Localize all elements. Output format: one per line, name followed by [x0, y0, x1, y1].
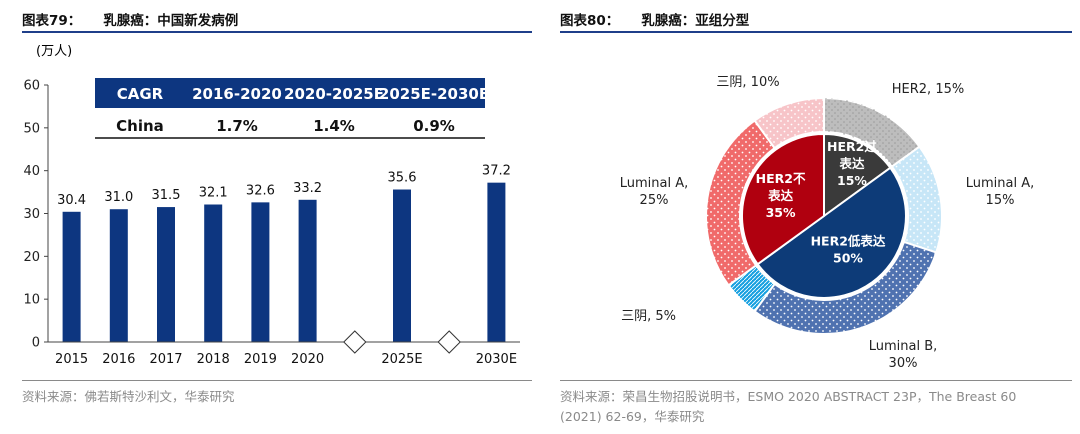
bar — [487, 182, 506, 342]
cagr-row-cell: 0.9% — [413, 117, 455, 135]
y-tick-label: 40 — [23, 164, 40, 179]
bar-value-label: 37.2 — [482, 164, 511, 179]
bar — [251, 202, 270, 342]
cagr-row-cell: China — [116, 117, 164, 135]
y-tick-label: 10 — [23, 293, 40, 308]
inner-pie-slice — [741, 132, 825, 266]
outer-segment-label: 三阴, 5% — [621, 309, 676, 324]
bar — [109, 209, 128, 342]
bar — [204, 204, 223, 342]
y-axis-unit: (万人) — [36, 44, 72, 59]
right-source-line1: 资料来源：荣昌生物招股说明书，ESMO 2020 ABSTRACT 23P，Th… — [560, 389, 1017, 404]
right-panel: 图表80： 乳腺癌：亚组分型 HER2过表达 15% HER2低表达 50% HER2不表… — [548, 0, 1080, 434]
right-title-number: 图表80： — [560, 13, 620, 29]
bar-value-label: 32.1 — [199, 186, 228, 201]
pie-labels: HER2, 15% Luminal A, 15% Luminal B, 30% 三阴, 5… — [620, 75, 1035, 371]
inner-pie-slice — [823, 132, 892, 218]
left-title-number: 图表79： — [22, 13, 82, 29]
outer-segment-label: Luminal B, 30% — [869, 339, 938, 371]
left-title-text: 乳腺癌：中国新发病例 — [103, 13, 239, 29]
x-tick-label: 2018 — [197, 352, 230, 367]
outer-ring — [705, 96, 943, 335]
x-tick-label: 2025E — [381, 352, 422, 367]
left-panel-title: 图表79： 乳腺癌：中国新发病例 — [22, 9, 238, 29]
cagr-header-band — [95, 78, 485, 108]
bar-value-label: 35.6 — [388, 171, 417, 186]
right-panel-title: 图表80： 乳腺癌：亚组分型 — [560, 9, 749, 29]
bar — [298, 199, 317, 342]
inner-slice-label: HER2低表达 50% — [811, 234, 886, 266]
outer-ring-texture — [824, 98, 920, 167]
axis-break-marker — [343, 330, 367, 354]
bar-value-label: 30.4 — [57, 193, 86, 208]
left-title-rule — [22, 31, 532, 33]
bar — [393, 189, 411, 342]
y-axis: 0 10 20 30 40 50 60 — [23, 79, 49, 351]
right-source-line2: (2021) 62-69，华泰研究 — [560, 409, 705, 424]
outer-segment-label: Luminal A, 25% — [620, 176, 689, 208]
left-panel: 图表79： 乳腺癌：中国新发病例 (万人) 0 10 20 30 40 50 60 30.4 3… — [22, 9, 532, 404]
bar-value-label: 31.0 — [104, 190, 133, 205]
y-tick-label: 30 — [23, 207, 40, 222]
cagr-header-cell: 2025E-2030E — [379, 85, 489, 103]
cagr-header-cell: 2020-2025E — [284, 85, 384, 103]
x-axis: 2015 2016 2017 2018 2019 2020 2025E 2030E — [48, 330, 520, 367]
y-tick-label: 0 — [32, 336, 40, 351]
outer-ring-texture — [754, 98, 824, 149]
cagr-header-cell: CAGR — [117, 85, 164, 103]
inner-slice-label: HER2不表达 35% — [756, 171, 806, 220]
outer-ring-texture — [706, 120, 775, 286]
outer-segment-label: 三阴, 10% — [716, 75, 779, 90]
y-tick-label: 50 — [23, 121, 40, 136]
right-source-note: 资料来源：荣昌生物招股说明书，ESMO 2020 ABSTRACT 23P，Th… — [560, 387, 1016, 427]
bar-value-label: 31.5 — [152, 188, 181, 203]
inner-pie-slice — [756, 166, 907, 299]
bar — [157, 207, 175, 342]
donut-chart: HER2过表达 15% HER2低表达 50%HER2不表达 35% HER2, 15%… — [620, 75, 1035, 371]
right-title-rule — [560, 31, 1072, 33]
x-tick-label: 2015 — [55, 352, 88, 367]
x-tick-label: 2019 — [244, 352, 277, 367]
cagr-header-cell: 2016-2020 — [192, 85, 282, 103]
y-tick-label: 60 — [23, 79, 40, 94]
cagr-row-cell: 1.4% — [313, 117, 355, 135]
right-title-text: 乳腺癌：亚组分型 — [641, 13, 750, 29]
outer-ring-texture — [754, 241, 937, 334]
inner-slice-label: HER2过表达 15% — [827, 139, 877, 188]
x-tick-label: 2020 — [291, 352, 324, 367]
outer-ring-texture — [728, 265, 775, 312]
inner-pie: HER2过表达 15% HER2低表达 50%HER2不表达 35% — [741, 132, 907, 299]
left-source-note: 资料来源：佛若斯特沙利文，华泰研究 — [22, 389, 235, 404]
outer-segment-label: Luminal A, 15% — [966, 176, 1035, 208]
outer-segment-label: HER2, 15% — [892, 82, 964, 97]
bar-value-label: 33.2 — [293, 181, 322, 196]
cagr-row-cell: 1.7% — [216, 117, 258, 135]
x-tick-label: 2030E — [476, 352, 517, 367]
right-source-rule — [560, 380, 1072, 381]
y-tick-label: 20 — [23, 250, 40, 265]
bar-value-label: 32.6 — [246, 183, 275, 198]
x-tick-label: 2016 — [102, 352, 135, 367]
bar — [62, 211, 81, 342]
axis-break-marker — [437, 330, 461, 354]
left-source-rule — [22, 380, 532, 381]
bars: 30.4 31.0 31.5 32.1 32.6 33.2 35.6 37.2 — [57, 164, 511, 342]
x-tick-label: 2017 — [149, 352, 182, 367]
outer-ring-texture — [891, 146, 942, 253]
